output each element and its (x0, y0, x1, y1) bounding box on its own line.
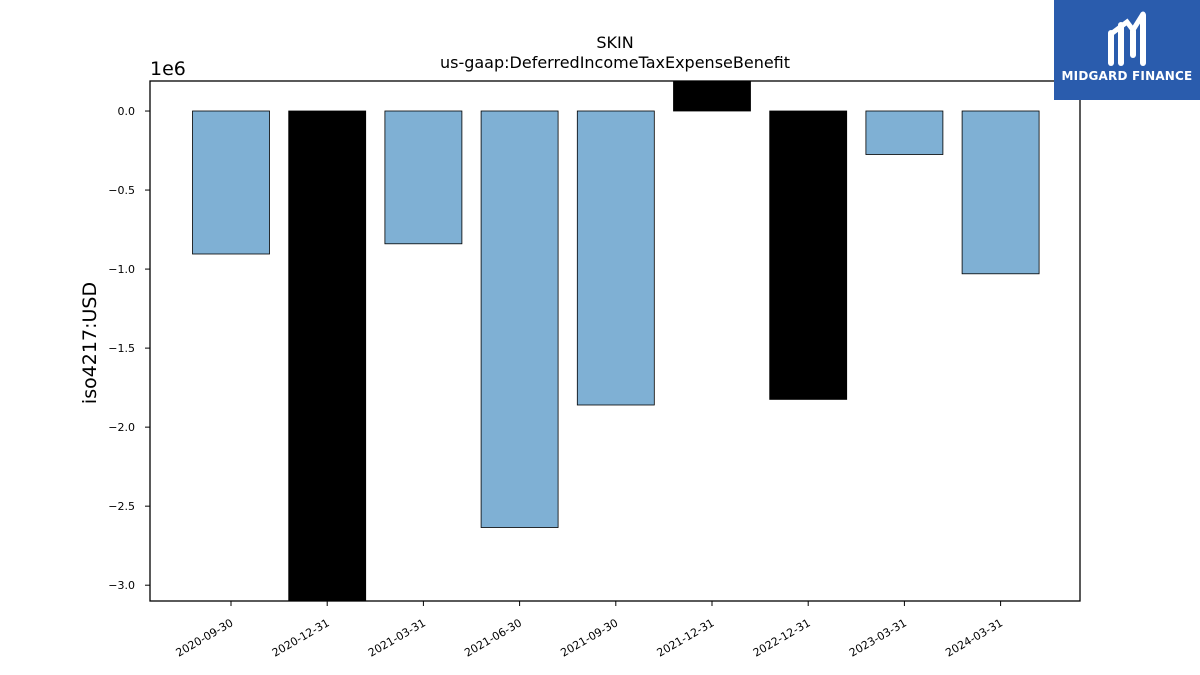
x-tick-label: 2020-09-30 (174, 616, 236, 659)
x-tick-label: 2021-06-30 (462, 616, 524, 659)
bar-2020-12-31 (288, 110, 367, 602)
y-tick-label: 0.0 (118, 105, 136, 118)
x-tick-label: 2024-03-31 (943, 616, 1005, 659)
plot-frame (149, 80, 1081, 602)
bar-2021-03-31 (384, 110, 463, 245)
bar-2024-03-31 (961, 110, 1040, 275)
bars-group (192, 80, 1040, 602)
bar-2021-06-30 (480, 110, 559, 528)
y-tick-label: −3.0 (108, 579, 135, 592)
y-ticks-group: 0.0 −0.5 −1.0 −1.5 −2.0 −2.5 −3.0 (108, 105, 150, 592)
bar-2023-03-31 (865, 110, 944, 155)
y-tick-label: −1.5 (108, 342, 135, 355)
x-tick-label: 2020-12-31 (270, 616, 332, 659)
midgard-finance-logo: MIDGARD FINANCE (1054, 0, 1200, 100)
x-tick-label: 2021-12-31 (655, 616, 717, 659)
y-tick-label: −0.5 (108, 184, 135, 197)
y-axis-offset-label: 1e6 (150, 58, 186, 80)
y-tick-label: −2.5 (108, 500, 135, 513)
y-axis-label: iso4217:USD (79, 282, 101, 404)
y-tick-label: −1.0 (108, 263, 135, 276)
y-tick-label: −2.0 (108, 421, 135, 434)
x-tick-label: 2021-03-31 (366, 616, 428, 659)
chart-title: SKIN (596, 33, 633, 52)
bar-2022-12-31 (769, 110, 848, 400)
logo-text: MIDGARD FINANCE (1061, 69, 1193, 83)
x-ticks-group: 2020-09-30 2020-12-31 2021-03-31 2021-06-30… (174, 601, 1005, 660)
x-tick-label: 2021-09-30 (558, 616, 620, 659)
bar-2021-12-31 (673, 80, 751, 112)
bar-2021-09-30 (576, 110, 655, 406)
x-tick-label: 2022-12-31 (751, 616, 813, 659)
chart-subtitle: us-gaap:DeferredIncomeTaxExpenseBenefit (440, 53, 790, 72)
bar-2020-09-30 (192, 110, 270, 255)
midgard-m-logo-icon (1108, 11, 1146, 66)
x-tick-label: 2023-03-31 (847, 616, 909, 659)
